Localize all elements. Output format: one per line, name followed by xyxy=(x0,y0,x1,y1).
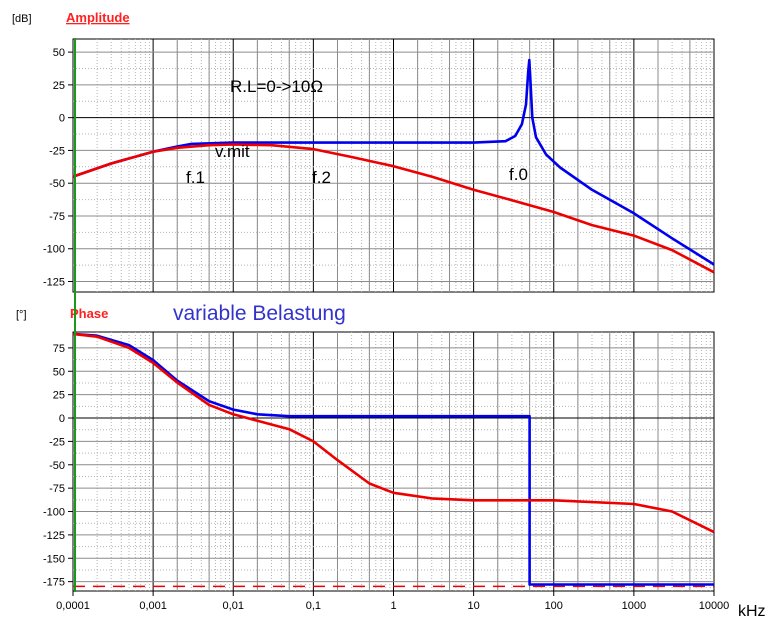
phase-grid xyxy=(73,332,714,591)
x-tick-label: 1000 xyxy=(622,600,646,612)
annotation-load-range: R.L=0->10Ω xyxy=(230,77,323,96)
x-tick-label: 0,01 xyxy=(223,600,244,612)
amplitude-panel: 50 25 0 -25 -50 -75 -100 -125 [dB] Amplitude R.… xyxy=(12,10,715,293)
amplitude-title: Amplitude xyxy=(66,10,130,25)
annotation-v-mit: v.mit xyxy=(215,142,250,161)
amplitude-y-unit: [dB] xyxy=(12,13,32,25)
phase-series-red-line xyxy=(72,332,715,534)
annotation-f0: f.0 xyxy=(509,165,528,184)
phase-y-ticks: 75 50 25 0 -25 -50 -75 -100 -125 -150 -175 xyxy=(43,343,73,589)
phase-y-tick-label: -175 xyxy=(43,577,65,589)
amplitude-y-tick-label: 25 xyxy=(53,80,65,92)
phase-y-tick-label: -50 xyxy=(49,460,65,472)
phase-y-tick-label: -100 xyxy=(43,507,65,519)
annotation-variable-load: variable Belastung xyxy=(173,302,346,325)
amplitude-y-tick-label: 0 xyxy=(59,113,65,125)
phase-series xyxy=(72,332,715,586)
phase-title: Phase xyxy=(70,306,108,321)
x-tick-label: 1 xyxy=(390,600,396,612)
phase-x-ticks: 0,0001 0,001 0,01 0,1 1 10 100 1000 10000 xyxy=(56,591,729,612)
annotation-f2: f.2 xyxy=(312,168,331,187)
amplitude-y-ticks: 50 25 0 -25 -50 -75 -100 -125 xyxy=(43,47,73,289)
x-tick-label: 100 xyxy=(545,600,563,612)
x-tick-label: 0,0001 xyxy=(56,600,90,612)
x-tick-label: 0,1 xyxy=(306,600,321,612)
phase-series-blue-line xyxy=(72,332,714,586)
amplitude-series-red-line xyxy=(72,143,715,274)
phase-y-tick-label: -125 xyxy=(43,530,65,542)
amplitude-y-tick-label: -75 xyxy=(49,211,65,223)
x-tick-label: 0,001 xyxy=(139,600,167,612)
phase-y-tick-label: -75 xyxy=(49,483,65,495)
amplitude-series xyxy=(72,58,715,274)
phase-y-tick-label: -150 xyxy=(43,553,65,565)
amplitude-y-tick-label: -100 xyxy=(43,244,65,256)
phase-y-tick-label: -25 xyxy=(49,436,65,448)
x-tick-label: 10000 xyxy=(699,600,730,612)
x-tick-label: 10 xyxy=(468,600,480,612)
annotation-f1: f.1 xyxy=(186,168,205,187)
amplitude-y-tick-label: -25 xyxy=(49,145,65,157)
phase-y-tick-label: 75 xyxy=(53,343,65,355)
phase-y-tick-label: 50 xyxy=(53,366,65,378)
phase-y-tick-label: 0 xyxy=(59,413,65,425)
phase-y-tick-label: 25 xyxy=(53,390,65,402)
phase-y-unit: [°] xyxy=(16,309,27,321)
amplitude-y-tick-label: 50 xyxy=(53,47,65,59)
amplitude-series-blue-line xyxy=(72,58,715,266)
x-axis-unit: kHz xyxy=(738,603,766,620)
amplitude-y-tick-label: -50 xyxy=(49,178,65,190)
amplitude-grid xyxy=(73,39,714,292)
amplitude-y-tick-label: -125 xyxy=(43,277,65,289)
